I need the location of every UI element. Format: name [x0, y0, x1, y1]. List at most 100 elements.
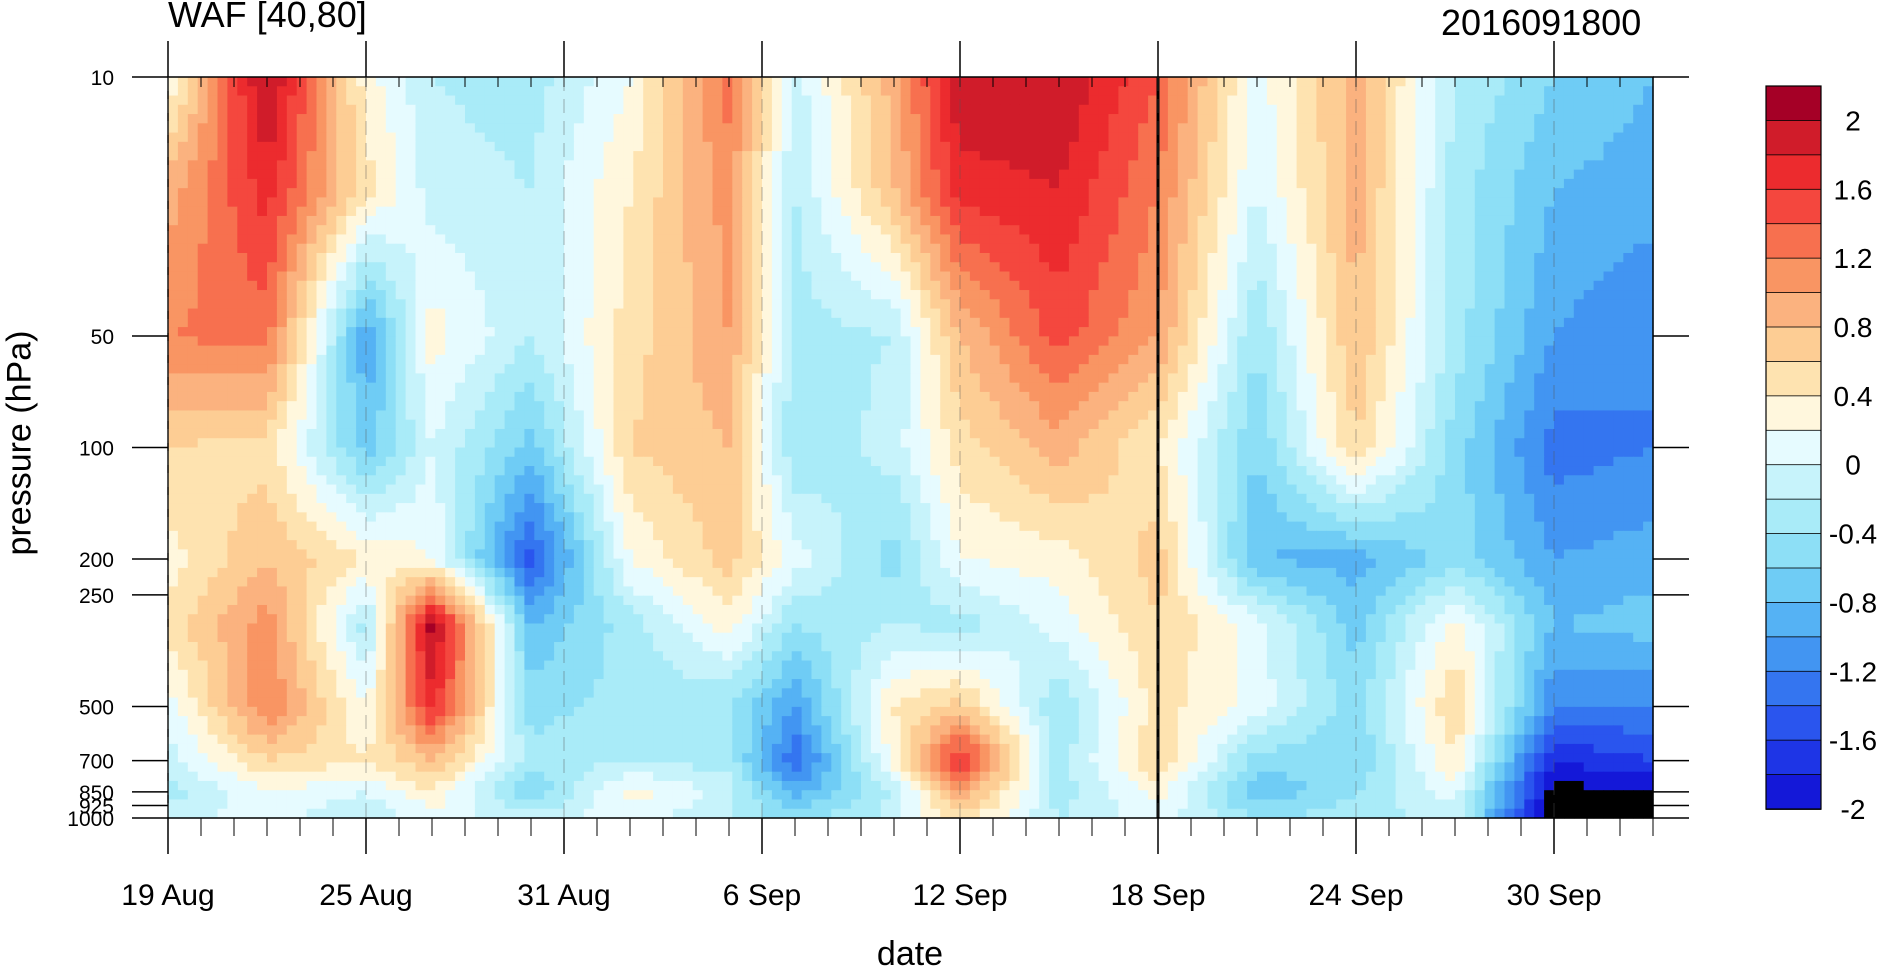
heatmap-cell: [1167, 225, 1179, 236]
heatmap-cell: [1593, 169, 1605, 180]
heatmap-cell: [1266, 160, 1278, 171]
heatmap-cell: [1514, 178, 1525, 189]
heatmap-cell: [405, 114, 417, 124]
heatmap-cell: [1445, 77, 1456, 87]
heatmap-cell: [1563, 252, 1575, 263]
heatmap-cell: [702, 262, 714, 273]
heatmap-cell: [722, 197, 733, 208]
heatmap-cell: [1039, 77, 1050, 87]
heatmap-cell: [1375, 308, 1387, 319]
heatmap-cell: [1207, 327, 1218, 337]
heatmap-cell: [197, 262, 209, 273]
heatmap-cell: [663, 327, 674, 337]
heatmap-cell: [1217, 123, 1228, 134]
heatmap-cell: [1336, 169, 1347, 180]
heatmap-cell: [861, 373, 872, 384]
heatmap-cell: [712, 243, 723, 254]
heatmap-cell: [1474, 299, 1486, 310]
heatmap-cell: [1148, 280, 1159, 291]
heatmap-cell: [1247, 141, 1258, 152]
heatmap-cell: [1068, 364, 1080, 374]
heatmap-cell: [1078, 206, 1090, 217]
heatmap-cell: [276, 271, 288, 282]
heatmap-cell: [296, 123, 308, 134]
heatmap-cell: [831, 354, 842, 365]
heatmap-cell: [544, 252, 555, 263]
heatmap-cell: [841, 271, 852, 282]
heatmap-cell: [1118, 345, 1129, 356]
heatmap-cell: [1346, 225, 1357, 236]
heatmap-cell: [1118, 77, 1129, 87]
heatmap-cell: [1266, 317, 1278, 328]
heatmap-cell: [1266, 123, 1278, 134]
heatmap-cell: [752, 215, 763, 226]
heatmap-cell: [237, 197, 248, 208]
heatmap-cell: [1177, 151, 1189, 161]
heatmap-cell: [1415, 86, 1426, 97]
heatmap-cell: [276, 243, 288, 254]
heatmap-cell: [861, 104, 872, 115]
heatmap-cell: [633, 317, 644, 328]
heatmap-cell: [227, 197, 238, 208]
heatmap-cell: [1385, 178, 1397, 189]
heatmap-cell: [623, 169, 634, 180]
heatmap-cell: [930, 373, 941, 384]
heatmap-cell: [1613, 178, 1624, 189]
heatmap-cell: [1395, 169, 1407, 180]
heatmap-cell: [1593, 95, 1605, 106]
heatmap-cell: [1474, 114, 1486, 124]
heatmap-cell: [1266, 178, 1278, 189]
heatmap-cell: [821, 336, 832, 347]
heatmap-cell: [1257, 123, 1268, 134]
heatmap-cell: [534, 114, 545, 124]
heatmap-cell: [306, 336, 318, 347]
heatmap-cell: [633, 132, 644, 143]
heatmap-cell: [920, 123, 931, 134]
heatmap-cell: [247, 123, 258, 134]
heatmap-cell: [1494, 206, 1506, 217]
heatmap-cell: [524, 252, 535, 263]
heatmap-cell: [1306, 373, 1317, 384]
heatmap-cell: [732, 299, 743, 310]
heatmap-cell: [1276, 252, 1288, 263]
heatmap-cell: [455, 178, 466, 189]
heatmap-cell: [1078, 169, 1090, 180]
heatmap-cell: [890, 243, 902, 254]
heatmap-cell: [752, 141, 763, 152]
heatmap-cell: [524, 290, 535, 300]
heatmap-cell: [653, 197, 664, 208]
heatmap-cell: [821, 225, 832, 236]
heatmap-cell: [1573, 336, 1585, 347]
heatmap-cell: [1148, 86, 1159, 97]
heatmap-cell: [900, 317, 912, 328]
heatmap-cell: [880, 290, 892, 300]
heatmap-cell: [762, 206, 773, 217]
heatmap-cell: [643, 86, 654, 97]
heatmap-cell: [286, 262, 298, 273]
heatmap-cell: [237, 104, 248, 115]
heatmap-cell: [1257, 336, 1268, 347]
heatmap-cell: [633, 197, 644, 208]
heatmap-cell: [613, 95, 624, 106]
heatmap-cell: [356, 252, 367, 263]
heatmap-cell: [831, 373, 842, 384]
heatmap-cell: [356, 178, 367, 189]
heatmap-cell: [920, 317, 931, 328]
heatmap-cell: [870, 197, 882, 208]
heatmap-cell: [1494, 197, 1506, 208]
heatmap-cell: [1138, 151, 1149, 161]
heatmap-cell: [247, 95, 258, 106]
heatmap-cell: [1207, 262, 1218, 273]
heatmap-cell: [267, 308, 278, 319]
heatmap-cell: [554, 243, 565, 254]
heatmap-cell: [692, 95, 704, 106]
heatmap-cell: [890, 206, 902, 217]
heatmap-cell: [455, 114, 466, 124]
heatmap-cell: [1524, 290, 1535, 300]
heatmap-cell: [257, 123, 268, 134]
heatmap-cell: [1356, 280, 1367, 291]
heatmap-cell: [593, 151, 605, 161]
heatmap-cell: [207, 114, 219, 124]
heatmap-cell: [227, 364, 238, 374]
heatmap-cell: [465, 141, 476, 152]
